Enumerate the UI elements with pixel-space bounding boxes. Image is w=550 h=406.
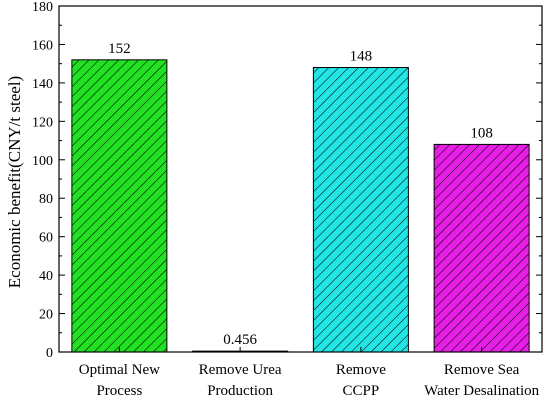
value-label: 148 (350, 49, 373, 65)
bar-hatch (312, 67, 409, 353)
x-tick-label: Remove CCPP (336, 362, 386, 399)
y-tick-label: 0 (46, 346, 53, 361)
y-tick-label: 160 (32, 38, 53, 53)
x-tick-label-line: Optimal New (79, 362, 160, 378)
bar-hatch (433, 143, 530, 353)
y-tick-label: 180 (32, 0, 53, 15)
x-tick-label-line: Production (207, 383, 273, 399)
bars-layer (71, 59, 530, 353)
y-tick-label: 120 (32, 115, 53, 130)
y-tick-label: 40 (39, 269, 53, 284)
x-tick-label-line: Remove (336, 362, 386, 378)
bar (433, 143, 530, 353)
value-label: 108 (470, 125, 493, 141)
value-labels: 152 0.456 148 108 (108, 41, 493, 348)
bar-hatch (71, 59, 168, 353)
y-tick-label: 100 (32, 154, 53, 169)
x-tick-label: Remove Sea Water Desalination (424, 362, 539, 399)
y-tick-label: 60 (39, 231, 53, 246)
value-label: 152 (108, 41, 131, 57)
y-axis: 0 20 40 60 80 100 120 140 160 180 (32, 0, 542, 361)
y-tick-label: 20 (39, 308, 53, 323)
y-axis-label: Economic benefit(CNY/t steel) (5, 76, 24, 288)
x-tick-label-line: Remove Sea (444, 362, 520, 378)
bar (71, 59, 168, 353)
y-tick-label: 80 (39, 192, 53, 207)
x-tick-label-line: Process (96, 383, 142, 399)
x-tick-label: Optimal New Process (79, 362, 160, 399)
bar (312, 67, 409, 353)
x-tick-label-line: Water Desalination (424, 383, 539, 399)
x-tick-label-line: Remove Urea (199, 362, 282, 378)
value-label: 0.456 (223, 332, 257, 348)
x-tick-label: Remove Urea Production (199, 362, 282, 399)
y-tick-label: 140 (32, 77, 53, 92)
x-tick-label-line: CCPP (343, 383, 380, 399)
